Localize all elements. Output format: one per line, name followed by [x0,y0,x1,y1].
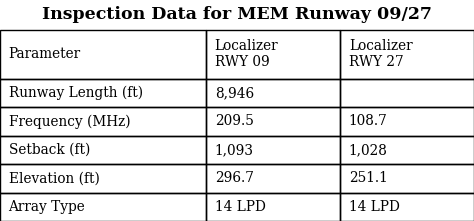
Bar [206,79,340,107]
Text: 1,028: 1,028 [349,143,388,157]
Bar [340,79,474,107]
Bar [206,30,340,79]
Text: Frequency (MHz): Frequency (MHz) [9,114,130,129]
Text: Runway Length (ft): Runway Length (ft) [9,86,143,100]
Bar [0,107,206,135]
Text: Parameter: Parameter [9,47,81,61]
Bar [340,135,474,164]
Bar [206,107,340,135]
Text: 14 LPD: 14 LPD [215,200,265,214]
Bar [0,135,206,164]
Bar [340,107,474,135]
Bar [0,79,206,107]
Bar [206,192,340,221]
Bar [340,30,474,79]
Text: 296.7: 296.7 [215,171,254,185]
Bar [340,192,474,221]
Bar [0,30,206,79]
Bar [0,164,206,192]
Bar [0,192,206,221]
Bar [340,164,474,192]
Text: Localizer
RWY 27: Localizer RWY 27 [349,39,412,69]
Text: 8,946: 8,946 [215,86,254,100]
Text: Elevation (ft): Elevation (ft) [9,171,100,185]
Text: Inspection Data for MEM Runway 09/27: Inspection Data for MEM Runway 09/27 [42,6,432,23]
Bar [206,164,340,192]
Text: 14 LPD: 14 LPD [349,200,400,214]
Text: 1,093: 1,093 [215,143,254,157]
Text: 251.1: 251.1 [349,171,388,185]
Bar [206,135,340,164]
Text: Array Type: Array Type [9,200,85,214]
Text: 108.7: 108.7 [349,114,388,128]
Text: Setback (ft): Setback (ft) [9,143,90,157]
Text: Localizer
RWY 09: Localizer RWY 09 [215,39,278,69]
Text: 209.5: 209.5 [215,114,254,128]
